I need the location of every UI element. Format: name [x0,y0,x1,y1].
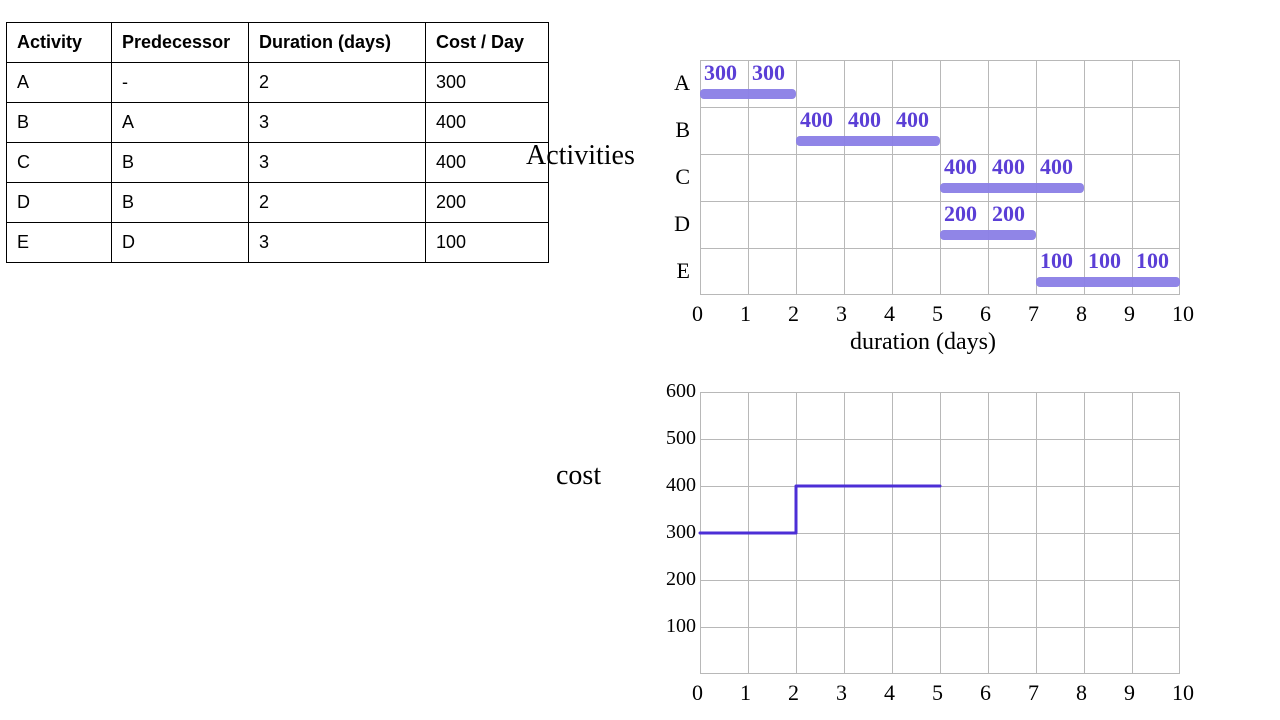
grid-vline [1036,60,1037,295]
table-cell: 200 [426,183,549,223]
gantt-bar [940,183,1084,193]
table-cell: D [112,223,249,263]
x-tick: 3 [836,301,847,327]
cost-y-tick: 500 [656,427,696,450]
gantt-bar [1036,277,1180,287]
gantt-bar-value: 300 [752,60,785,86]
table-cell: B [112,183,249,223]
grid-hline [700,154,1180,155]
x-tick: 10 [1172,680,1194,706]
cost-step-line [700,392,1180,674]
gantt-chart: 012345678910ABCDEduration (days)30030040… [700,60,1180,295]
x-tick: 7 [1028,680,1039,706]
table-cell: - [112,63,249,103]
grid-hline [700,107,1180,108]
gantt-bar-value: 200 [992,201,1025,227]
table-cell: B [112,143,249,183]
x-tick: 7 [1028,301,1039,327]
table-header-row: Activity Predecessor Duration (days) Cos… [7,23,549,63]
grid-vline [940,60,941,295]
gantt-bar-value: 400 [896,107,929,133]
gantt-bar-value: 100 [1088,248,1121,274]
gantt-bar-value: 400 [848,107,881,133]
grid-vline [796,60,797,295]
x-tick: 3 [836,680,847,706]
cost-y-tick: 400 [656,474,696,497]
grid-vline [1132,60,1133,295]
gantt-bar-value: 100 [1040,248,1073,274]
table-cell: D [7,183,112,223]
gantt-row-label: B [670,117,690,143]
gantt-bar-value: 100 [1136,248,1169,274]
gantt-bar-value: 200 [944,201,977,227]
table-cell: 3 [249,103,426,143]
table-row: DB2200 [7,183,549,223]
grid-vline [892,60,893,295]
table-cell: 3 [249,143,426,183]
gantt-bar-value: 400 [944,154,977,180]
gantt-row-label: C [670,164,690,190]
gantt-bar-value: 300 [704,60,737,86]
x-tick: 1 [740,301,751,327]
x-tick: 1 [740,680,751,706]
table-cell: 3 [249,223,426,263]
table-cell: 2 [249,63,426,103]
x-tick: 8 [1076,680,1087,706]
table-cell: C [7,143,112,183]
cost-y-tick: 300 [656,521,696,544]
table-row: A-2300 [7,63,549,103]
x-tick: 8 [1076,301,1087,327]
x-tick: 5 [932,680,943,706]
table-cell: 100 [426,223,549,263]
x-tick: 2 [788,301,799,327]
gantt-x-axis-label: duration (days) [850,329,996,356]
x-tick: 4 [884,680,895,706]
col-activity: Activity [7,23,112,63]
activity-table: Activity Predecessor Duration (days) Cos… [6,22,549,263]
grid-vline [844,60,845,295]
gantt-row-label: E [670,258,690,284]
x-tick: 0 [692,301,703,327]
gantt-bar-value: 400 [1040,154,1073,180]
table-cell: 2 [249,183,426,223]
gantt-bar-value: 400 [800,107,833,133]
grid-vline [1084,60,1085,295]
table-cell: 300 [426,63,549,103]
table-cell: 400 [426,103,549,143]
table-cell: B [7,103,112,143]
page-canvas: Activity Predecessor Duration (days) Cos… [0,0,1280,720]
gantt-row-label: A [670,70,690,96]
grid-vline [988,60,989,295]
col-duration: Duration (days) [249,23,426,63]
cost-y-tick: 600 [656,380,696,403]
table-cell: A [112,103,249,143]
cost-side-label: cost [556,460,601,492]
table-cell: A [7,63,112,103]
col-cost: Cost / Day [426,23,549,63]
gantt-row-label: D [670,211,690,237]
x-tick: 10 [1172,301,1194,327]
x-tick: 5 [932,301,943,327]
col-predecessor: Predecessor [112,23,249,63]
gantt-bar [796,136,940,146]
x-tick: 2 [788,680,799,706]
x-tick: 6 [980,680,991,706]
cost-y-tick: 200 [656,568,696,591]
x-tick: 6 [980,301,991,327]
cost-chart: 012345678910600500400300200100 [700,392,1180,674]
x-tick: 9 [1124,680,1135,706]
table-cell: E [7,223,112,263]
table-row: BA3400 [7,103,549,143]
x-tick: 4 [884,301,895,327]
table-row: CB3400 [7,143,549,183]
grid-hline [700,201,1180,202]
gantt-bar [700,89,796,99]
gantt-bar-value: 400 [992,154,1025,180]
gantt-bar [940,230,1036,240]
x-tick: 9 [1124,301,1135,327]
gantt-side-label: Activities [526,140,635,172]
x-tick: 0 [692,680,703,706]
table-row: ED3100 [7,223,549,263]
cost-y-tick: 100 [656,615,696,638]
